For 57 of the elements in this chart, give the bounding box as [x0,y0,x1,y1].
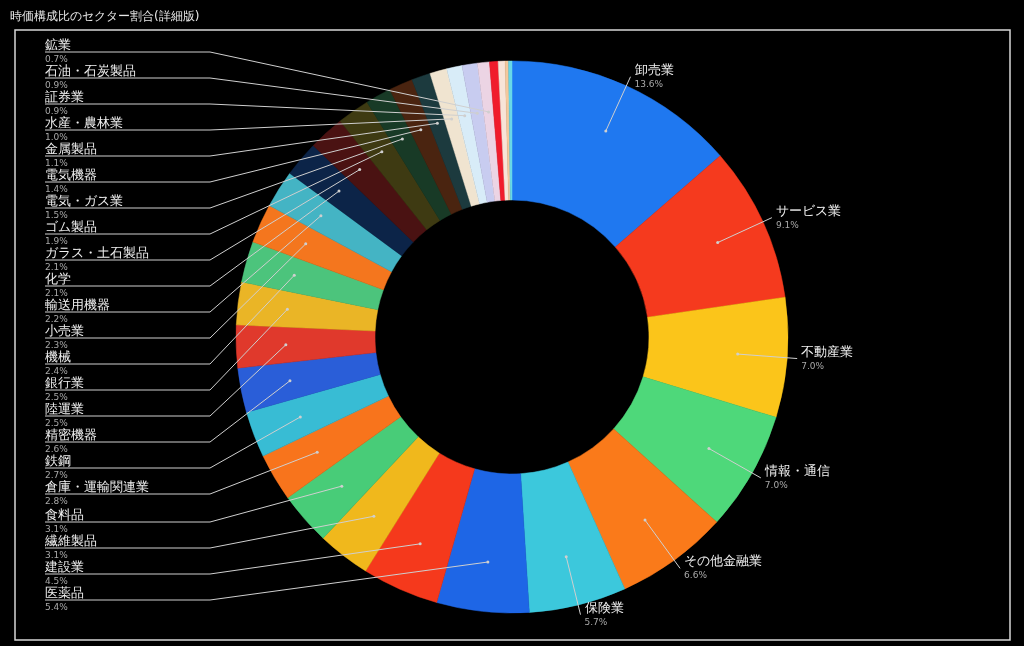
slice-label: その他金融業 [684,553,763,569]
data-label: 2.5% [45,418,69,428]
data-label: 7.0% [801,360,825,371]
slice-label: 精密機器 [45,427,97,442]
slice-label: 小売業 [45,323,84,338]
data-label: 1.1% [45,158,69,168]
data-label: 2.6% [45,444,69,454]
slice-label: 電気機器 [45,167,97,182]
data-label: 2.3% [45,340,69,350]
slice-label: 水産・農林業 [45,115,123,130]
data-label: 2.4% [45,366,69,376]
chart-title: 時価構成比のセクター割合(詳細版) [10,9,200,23]
data-label: 0.7% [45,54,69,64]
data-label: 5.4% [45,602,69,612]
data-label: 9.1% [775,219,800,230]
slice-label: 証券業 [45,89,84,104]
data-label: 1.0% [45,132,69,142]
data-label: 5.7% [584,616,608,627]
data-label: 1.4% [45,184,69,194]
data-label: 7.0% [764,479,789,490]
slice-label: 化学 [45,271,71,286]
data-label: 2.5% [45,392,69,402]
slice-label: ゴム製品 [45,219,97,234]
slice-label: 金属製品 [45,141,97,156]
data-label: 6.6% [684,570,708,581]
slice-label: 輸送用機器 [45,297,110,312]
data-label: 0.9% [45,106,69,116]
slice-label: 不動産業 [801,343,854,359]
slice-label: 卸売業 [634,61,674,77]
data-label: 0.9% [45,80,69,90]
data-label: 3.1% [45,524,69,534]
data-label: 1.5% [45,210,69,220]
slice-label: 鉄鋼 [45,453,71,468]
data-label: 4.5% [45,576,69,586]
slice-label: 情報・通信 [763,462,830,478]
slice-label: ガラス・土石製品 [45,245,149,260]
slice-label: 保険業 [584,599,624,615]
slice-label: 電気・ガス業 [45,193,123,208]
slice-label: 銀行業 [45,375,84,390]
slice-label: 石油・石炭製品 [45,63,136,78]
slice-label: 鉱業 [45,37,71,52]
slice-label: 医薬品 [45,585,84,600]
slice-label: サービス業 [775,202,841,218]
slice-label: 食料品 [45,507,84,522]
slice-label: 繊維製品 [44,533,97,548]
data-label: 3.1% [45,550,69,560]
slice-label: 陸運業 [45,401,84,416]
data-label: 2.7% [45,470,69,480]
slice-label: 建設業 [44,559,84,574]
data-label: 2.8% [45,496,69,506]
data-label: 2.1% [45,262,69,272]
data-label: 1.9% [45,236,69,246]
slice-label: 倉庫・運輸関連業 [45,479,149,494]
data-label: 13.6% [634,78,664,89]
slice-label: 機械 [45,349,71,364]
data-label: 2.1% [45,288,69,298]
data-label: 2.2% [45,314,69,324]
